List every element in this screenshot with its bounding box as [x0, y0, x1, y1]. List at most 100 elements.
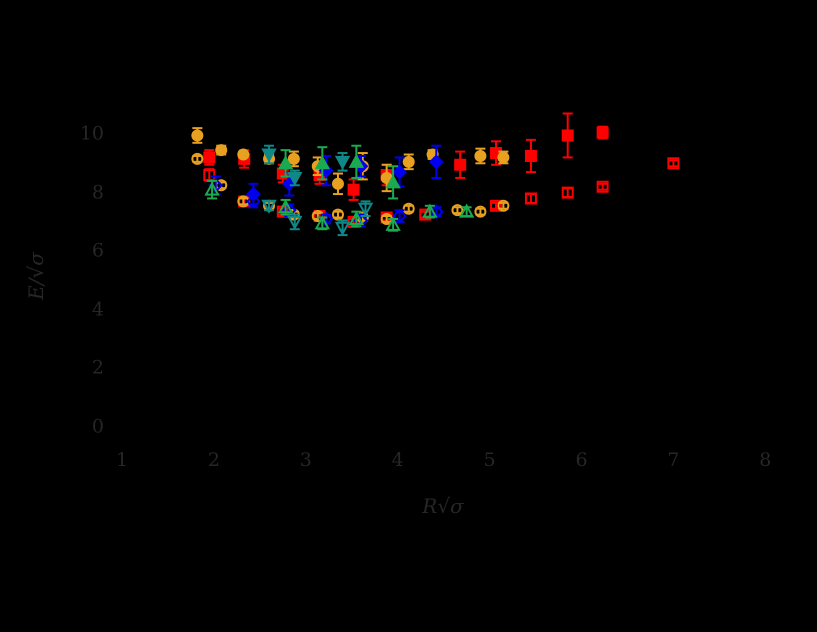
data-point	[331, 208, 344, 221]
data-point	[454, 150, 467, 179]
data-point	[524, 138, 537, 174]
circle-marker	[237, 148, 250, 161]
data-point	[451, 204, 464, 217]
diamond-marker	[392, 164, 407, 180]
triangle-down-marker	[334, 221, 351, 236]
data-point	[314, 215, 331, 231]
triangle-down-marker	[287, 215, 303, 230]
x-tick-label: 8	[759, 449, 772, 471]
data-point	[428, 144, 444, 179]
y-axis-label: E/√σ	[24, 252, 48, 300]
x-axis-label: R√σ	[422, 494, 464, 518]
triangle-down-marker	[357, 202, 374, 217]
circle-marker	[331, 177, 344, 190]
data-point	[287, 169, 303, 187]
square-marker	[524, 192, 537, 205]
data-point	[392, 208, 407, 224]
circle-marker	[215, 144, 228, 157]
circle-marker	[474, 205, 487, 218]
data-point	[561, 112, 574, 159]
diamond-marker	[246, 193, 261, 209]
triangle-up-marker	[348, 153, 365, 168]
square-marker	[596, 180, 609, 193]
data-point	[246, 193, 261, 209]
y-tick-label: 6	[91, 239, 104, 262]
square-marker	[490, 199, 503, 212]
x-tick-label: 2	[207, 449, 220, 471]
square-marker	[561, 186, 574, 199]
data-point	[237, 148, 250, 161]
data-point	[474, 147, 487, 165]
triangle-down-marker	[334, 155, 351, 170]
data-point	[287, 213, 303, 231]
data-point	[277, 198, 294, 216]
triangle-down-marker	[287, 171, 303, 187]
data-point	[347, 178, 360, 201]
triangle-up-marker	[385, 216, 401, 231]
y-tick-label: 4	[91, 298, 104, 321]
data-point	[331, 172, 344, 196]
diamond-marker	[428, 154, 444, 170]
triangle-up-marker	[314, 155, 331, 170]
square-marker	[561, 129, 574, 142]
circle-marker	[402, 202, 415, 215]
square-marker	[667, 157, 680, 170]
data-point	[402, 153, 415, 171]
circle-marker	[402, 155, 415, 168]
triangle-up-marker	[422, 203, 438, 218]
data-point	[458, 203, 475, 218]
data-point	[392, 156, 407, 188]
square-marker	[347, 183, 360, 196]
triangle-up-marker	[314, 215, 331, 230]
data-point	[191, 127, 204, 144]
x-tick-label: 4	[391, 449, 404, 471]
series-teal-filled-triangle-down	[261, 144, 351, 187]
x-tick-label: 3	[299, 449, 312, 471]
data-point	[422, 203, 438, 219]
data-point	[215, 144, 228, 157]
circle-marker	[497, 151, 510, 164]
data-point	[314, 146, 331, 181]
data-point	[334, 219, 351, 237]
data-point	[191, 152, 204, 165]
x-tick-label: 5	[483, 449, 496, 471]
circle-marker	[474, 149, 487, 162]
data-point	[524, 192, 537, 205]
data-point	[385, 216, 401, 232]
square-marker	[203, 151, 216, 164]
triangle-up-marker	[277, 155, 294, 170]
y-tick-label: 0	[91, 415, 104, 438]
data-point	[203, 149, 216, 166]
data-point	[402, 202, 415, 215]
triangle-up-marker	[277, 199, 294, 214]
triangle-up-marker	[385, 174, 401, 189]
data-point	[357, 200, 374, 218]
triangle-down-marker	[261, 199, 277, 214]
x-tick-label: 6	[575, 449, 588, 471]
series-teal-open-triangle-down	[261, 199, 374, 237]
triangle-down-marker	[261, 148, 277, 163]
data-point	[261, 199, 277, 214]
data-point	[334, 152, 351, 172]
data-point	[561, 186, 574, 199]
y-tick-label: 2	[91, 356, 104, 379]
data-point	[596, 125, 609, 140]
square-marker	[524, 149, 537, 162]
plot-area	[191, 112, 680, 237]
data-point	[474, 205, 487, 218]
y-tick-label: 10	[79, 122, 104, 145]
data-point	[277, 149, 294, 178]
data-point	[667, 157, 680, 170]
triangle-up-marker	[204, 181, 220, 196]
y-tick-label: 8	[91, 181, 104, 204]
x-tick-label: 1	[115, 449, 129, 471]
square-marker	[454, 158, 467, 171]
data-point	[204, 179, 220, 200]
triangle-up-marker	[458, 203, 475, 218]
series-green-filled-triangle-up	[277, 144, 401, 200]
triangle-up-marker	[348, 210, 365, 225]
circle-marker	[497, 199, 510, 212]
x-tick-label: 7	[667, 449, 680, 471]
